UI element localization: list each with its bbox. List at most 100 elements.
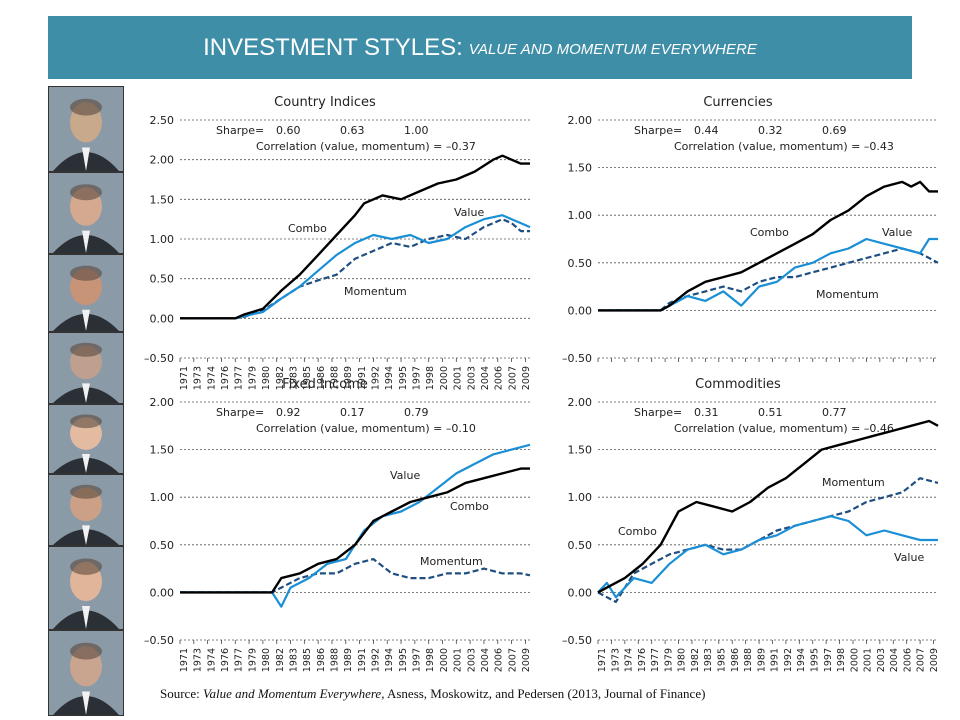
x-tick-label: 1995: [809, 648, 820, 672]
x-tick-label: 2009: [521, 648, 532, 672]
series-label-combo: Combo: [618, 525, 657, 538]
source-prefix: Source:: [160, 686, 203, 701]
x-tick-label: 2001: [863, 648, 874, 672]
chart-panel-0: Country Indices 2.50 2.00 1.50 1.00 0.50 0.00 –…: [144, 95, 532, 390]
x-tick-label: 1986: [730, 648, 741, 672]
series-line-combo: [597, 419, 939, 594]
chart-title: Currencies: [703, 95, 772, 110]
correlation-label: Correlation (value, momentum) = –0.46: [674, 422, 894, 435]
x-tick-label: 1980: [677, 648, 688, 672]
x-tick-label: 1997: [412, 366, 423, 390]
sharpe-value: 0.69: [822, 124, 847, 137]
x-tick-label: 2006: [494, 648, 505, 672]
x-tick-label: 1979: [663, 648, 674, 672]
y-tick-label: 0.50: [568, 257, 593, 270]
x-tick-label: 1986: [316, 366, 327, 390]
y-tick-label: 1.00: [150, 491, 175, 504]
y-tick-label: –0.50: [144, 634, 174, 647]
x-tick-label: 1977: [234, 648, 245, 672]
x-tick-label: 1971: [597, 648, 608, 672]
x-tick-label: 1988: [743, 648, 754, 672]
x-tick-label: 1983: [703, 648, 714, 672]
y-tick-label: 1.00: [150, 233, 175, 246]
x-tick-label: 1985: [717, 648, 728, 672]
x-tick-label: 1995: [398, 648, 409, 672]
x-tick-label: 2007: [916, 648, 927, 672]
y-tick-label: 1.00: [568, 491, 593, 504]
chart-panel-1: Currencies 2.00 1.50 1.00 0.50 0.00 –0.50 Sharp…: [562, 95, 939, 365]
x-tick-label: 1977: [234, 366, 245, 390]
x-tick-label: 1974: [624, 648, 635, 672]
x-tick-label: 1971: [179, 648, 190, 672]
y-tick-label: 1.50: [150, 193, 175, 206]
x-tick-label: 2009: [929, 648, 940, 672]
correlation-label: Correlation (value, momentum) = –0.43: [674, 140, 894, 153]
sharpe-value: 0.44: [694, 124, 719, 137]
sharpe-value: 0.60: [276, 124, 301, 137]
sharpe-value: 0.32: [758, 124, 783, 137]
x-tick-label: 1983: [288, 648, 299, 672]
series-label-momentum: Momentum: [822, 476, 885, 489]
series-line-value: [598, 237, 938, 312]
title-banner: INVESTMENT STYLES: VALUE AND MOMENTUM EV…: [48, 16, 912, 79]
y-tick-label: 0.00: [150, 312, 175, 325]
sharpe-value: 0.79: [404, 406, 429, 419]
sharpe-value: 0.63: [340, 124, 365, 137]
x-tick-label: 1991: [770, 648, 781, 672]
x-tick-label: 1973: [193, 366, 204, 390]
x-tick-label: 1982: [275, 648, 286, 672]
x-tick-label: 2000: [439, 648, 450, 672]
x-tick-label: 1998: [425, 648, 436, 672]
series-label-value: Value: [390, 469, 420, 482]
y-tick-label: 0.50: [150, 273, 175, 286]
x-tick-label: 1997: [412, 648, 423, 672]
y-tick-label: 1.50: [568, 444, 593, 457]
figure-panel: Country Indices 2.50 2.00 1.50 1.00 0.50 0.00 –…: [132, 86, 940, 706]
sharpe-label: Sharpe=: [216, 124, 264, 137]
x-tick-label: 2003: [876, 648, 887, 672]
x-tick-label: 1989: [343, 366, 354, 390]
x-tick-label: 1994: [384, 648, 395, 672]
source-title: Value and Momentum Everywhere: [202, 686, 382, 701]
series-line-combo: [180, 467, 530, 594]
portrait-icon: [48, 254, 124, 332]
x-tick-label: 2006: [494, 366, 505, 390]
x-tick-label: 1979: [247, 366, 258, 390]
chart-title: Country Indices: [274, 95, 376, 110]
x-tick-label: 1977: [650, 648, 661, 672]
y-tick-label: 1.50: [150, 444, 175, 457]
portrait-icon: [48, 172, 124, 254]
x-tick-label: 1989: [343, 648, 354, 672]
charts-figure: Country Indices 2.50 2.00 1.50 1.00 0.50 0.00 –…: [144, 95, 940, 672]
x-tick-label: 1983: [288, 366, 299, 390]
x-tick-label: 1998: [836, 648, 847, 672]
x-tick-label: 1973: [193, 648, 204, 672]
x-tick-label: 2004: [889, 648, 900, 672]
series-label-combo: Combo: [750, 226, 789, 239]
x-tick-label: 1994: [384, 366, 395, 390]
x-tick-label: 2003: [466, 366, 477, 390]
portrait-icon: [48, 86, 124, 172]
y-tick-label: 0.50: [568, 539, 593, 552]
page-title: INVESTMENT STYLES:: [203, 33, 463, 61]
x-tick-label: 1976: [220, 366, 231, 390]
x-tick-label: 1982: [690, 648, 701, 672]
series-line-value: [597, 515, 938, 599]
series-label-value: Value: [894, 551, 924, 564]
series-line-combo: [598, 180, 938, 312]
x-tick-label: 2001: [453, 648, 464, 672]
series-line-value: [180, 214, 531, 320]
y-tick-label: 2.00: [150, 154, 175, 167]
y-tick-label: 2.00: [568, 396, 593, 409]
series-label-momentum: Momentum: [420, 555, 483, 568]
page-subtitle: VALUE AND MOMENTUM EVERYWHERE: [468, 41, 757, 58]
portrait-icon: [48, 630, 124, 716]
series-line-value: [180, 443, 531, 608]
x-tick-label: 2004: [480, 648, 491, 672]
series-label-momentum: Momentum: [816, 288, 879, 301]
x-tick-label: 1986: [316, 648, 327, 672]
y-tick-label: 0.50: [150, 539, 175, 552]
y-tick-label: 0.00: [568, 304, 593, 317]
portrait-icon: [48, 332, 124, 404]
